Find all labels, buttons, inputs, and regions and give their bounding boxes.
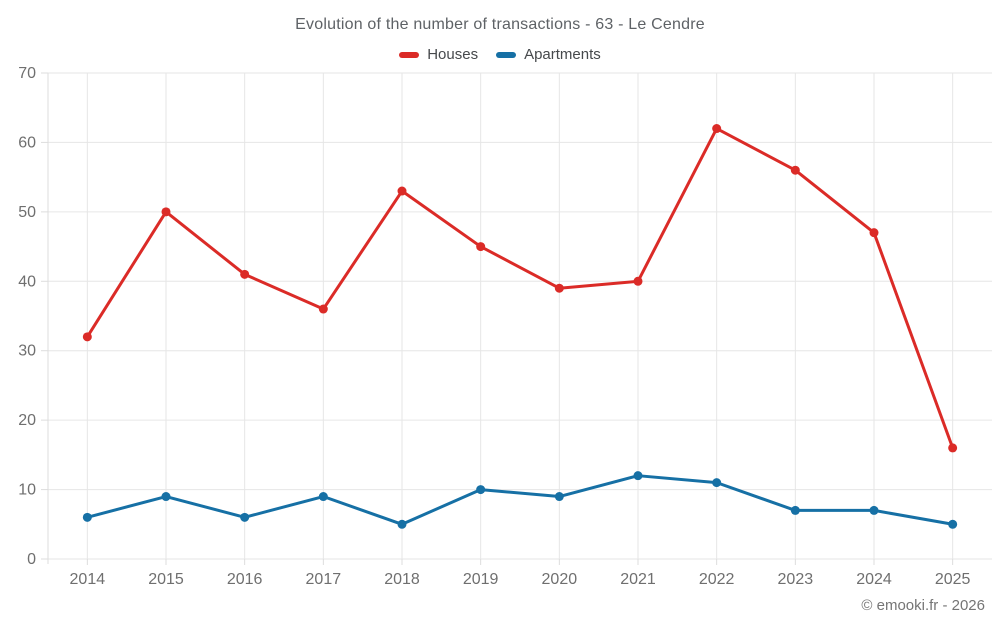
- series-line-houses: [85, 127, 955, 450]
- point-apartments-2020[interactable]: [554, 492, 564, 502]
- y-axis-label: 20: [18, 412, 36, 429]
- y-axis-label: 50: [18, 204, 36, 221]
- point-apartments-2017[interactable]: [318, 492, 328, 502]
- point-houses-2023[interactable]: [790, 165, 800, 175]
- x-axis-label: 2021: [620, 571, 656, 588]
- point-apartments-2023[interactable]: [790, 505, 800, 515]
- legend-item-houses[interactable]: Houses: [399, 46, 478, 63]
- point-houses-2025[interactable]: [948, 443, 958, 453]
- legend-item-apartments[interactable]: Apartments: [496, 46, 601, 63]
- point-houses-2016[interactable]: [240, 269, 250, 279]
- point-apartments-2014[interactable]: [82, 512, 92, 522]
- point-houses-2019[interactable]: [476, 242, 486, 252]
- chart-title: Evolution of the number of transactions …: [295, 16, 705, 33]
- x-axis-label: 2022: [699, 571, 735, 588]
- point-apartments-2021[interactable]: [633, 471, 643, 481]
- y-axis-label: 10: [18, 482, 36, 499]
- legend-label-houses: Houses: [427, 46, 479, 63]
- y-axis-label: 0: [27, 551, 36, 568]
- legend-marker-houses-icon: [399, 51, 420, 58]
- x-axis-label: 2014: [70, 571, 106, 588]
- point-apartments-2019[interactable]: [476, 485, 486, 495]
- point-houses-2022[interactable]: [712, 124, 722, 134]
- point-apartments-2022[interactable]: [712, 478, 722, 488]
- x-axis-label: 2017: [306, 571, 342, 588]
- x-axis-label: 2025: [935, 571, 971, 588]
- x-axis-label: 2019: [463, 571, 499, 588]
- point-houses-2024[interactable]: [869, 228, 879, 238]
- x-axis-label: 2024: [856, 571, 892, 588]
- point-apartments-2025[interactable]: [948, 519, 958, 529]
- point-houses-2020[interactable]: [554, 283, 564, 293]
- x-axis-label: 2018: [384, 571, 420, 588]
- copyright: © emooki.fr - 2026: [861, 597, 985, 614]
- y-axis-label: 30: [18, 343, 36, 360]
- point-houses-2014[interactable]: [82, 332, 92, 342]
- x-axis-label: 2015: [148, 571, 184, 588]
- point-houses-2017[interactable]: [318, 304, 328, 314]
- point-houses-2018[interactable]: [397, 186, 407, 196]
- point-houses-2021[interactable]: [633, 276, 643, 286]
- legend: Houses Apartments: [0, 46, 1000, 63]
- point-apartments-2024[interactable]: [869, 505, 879, 515]
- point-apartments-2016[interactable]: [240, 512, 250, 522]
- series-line-apartments: [85, 474, 955, 526]
- x-axis-label: 2020: [542, 571, 578, 588]
- legend-label-apartments: Apartments: [524, 46, 601, 63]
- point-apartments-2015[interactable]: [161, 492, 171, 502]
- x-axis-label: 2016: [227, 571, 263, 588]
- y-axis-label: 70: [18, 65, 36, 82]
- x-axis-label: 2023: [778, 571, 814, 588]
- y-axis-label: 60: [18, 134, 36, 151]
- point-houses-2015[interactable]: [161, 207, 171, 217]
- y-axis-label: 40: [18, 273, 36, 290]
- legend-marker-apartments-icon: [496, 51, 517, 58]
- point-apartments-2018[interactable]: [397, 519, 407, 529]
